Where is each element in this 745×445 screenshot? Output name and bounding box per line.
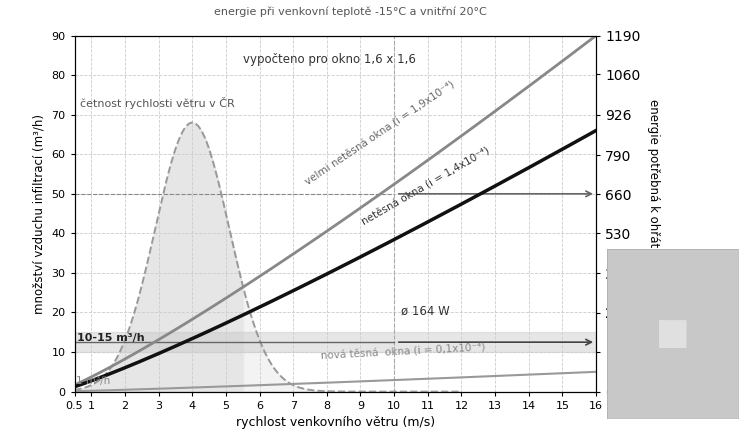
Text: ▪: ▪ xyxy=(653,307,691,361)
Text: vypočteno pro okno 1,6 x 1,6: vypočteno pro okno 1,6 x 1,6 xyxy=(243,53,416,66)
Text: ø 164 W: ø 164 W xyxy=(401,304,450,317)
X-axis label: rychlost venkovního větru (m/s): rychlost venkovního větru (m/s) xyxy=(235,416,435,429)
Text: velmi netěsná okna (i = 1,9x10⁻⁴): velmi netěsná okna (i = 1,9x10⁻⁴) xyxy=(303,80,456,188)
Text: nová těsná  okna (i = 0,1x10⁻⁴): nová těsná okna (i = 0,1x10⁻⁴) xyxy=(320,343,485,361)
Text: 10-15 m³/h: 10-15 m³/h xyxy=(77,333,145,343)
Y-axis label: energie potřebná k ohřátí vzduchu (W): energie potřebná k ohřátí vzduchu (W) xyxy=(647,99,660,328)
Text: netěsná okna (i = 1,4x10⁻⁴): netěsná okna (i = 1,4x10⁻⁴) xyxy=(361,146,492,227)
Y-axis label: množství vzduchu infiltrací (m³/h): množství vzduchu infiltrací (m³/h) xyxy=(33,113,45,314)
Text: energie při venkovní teplotě -15°C a vnitřní 20°C: energie při venkovní teplotě -15°C a vni… xyxy=(214,7,486,17)
Text: četnost rychlosti větru v ČR: četnost rychlosti větru v ČR xyxy=(80,97,234,109)
Text: 1 m³/h: 1 m³/h xyxy=(75,376,110,386)
